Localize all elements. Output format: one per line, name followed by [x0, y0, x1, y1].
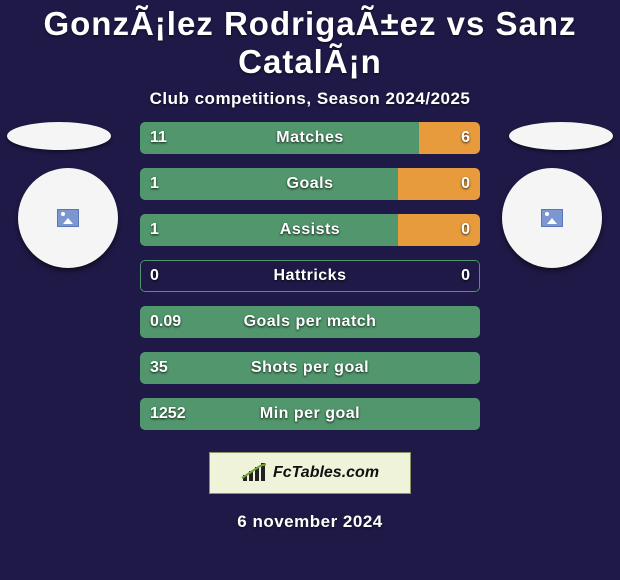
- stat-label: Goals: [140, 168, 480, 200]
- stat-label: Matches: [140, 122, 480, 154]
- stat-row: 00Hattricks: [140, 260, 480, 292]
- stat-label: Assists: [140, 214, 480, 246]
- stat-row: 35Shots per goal: [140, 352, 480, 384]
- stat-label: Min per goal: [140, 398, 480, 430]
- stat-row: 116Matches: [140, 122, 480, 154]
- stat-label: Hattricks: [140, 260, 480, 292]
- stat-label: Shots per goal: [140, 352, 480, 384]
- stat-row: 10Assists: [140, 214, 480, 246]
- player-avatar-right: [502, 168, 602, 268]
- team-oval-left: [7, 122, 111, 150]
- stat-row: 1252Min per goal: [140, 398, 480, 430]
- player-avatar-left: [18, 168, 118, 268]
- stat-row: 10Goals: [140, 168, 480, 200]
- date-text: 6 november 2024: [0, 512, 620, 532]
- stat-row: 0.09Goals per match: [140, 306, 480, 338]
- stat-bars-container: 116Matches 10Goals 10Assists 00Hattricks 0.0…: [140, 122, 480, 444]
- subtitle: Club competitions, Season 2024/2025: [0, 89, 620, 109]
- team-oval-right: [509, 122, 613, 150]
- placeholder-image-icon: [541, 209, 563, 227]
- placeholder-image-icon: [57, 209, 79, 227]
- logo-text: FcTables.com: [273, 464, 379, 482]
- logo-box: FcTables.com: [209, 452, 411, 494]
- stat-label: Goals per match: [140, 306, 480, 338]
- bars-icon: [241, 463, 267, 483]
- page-title: GonzÃ¡lez RodrigaÃ±ez vs Sanz CatalÃ¡n: [0, 0, 620, 81]
